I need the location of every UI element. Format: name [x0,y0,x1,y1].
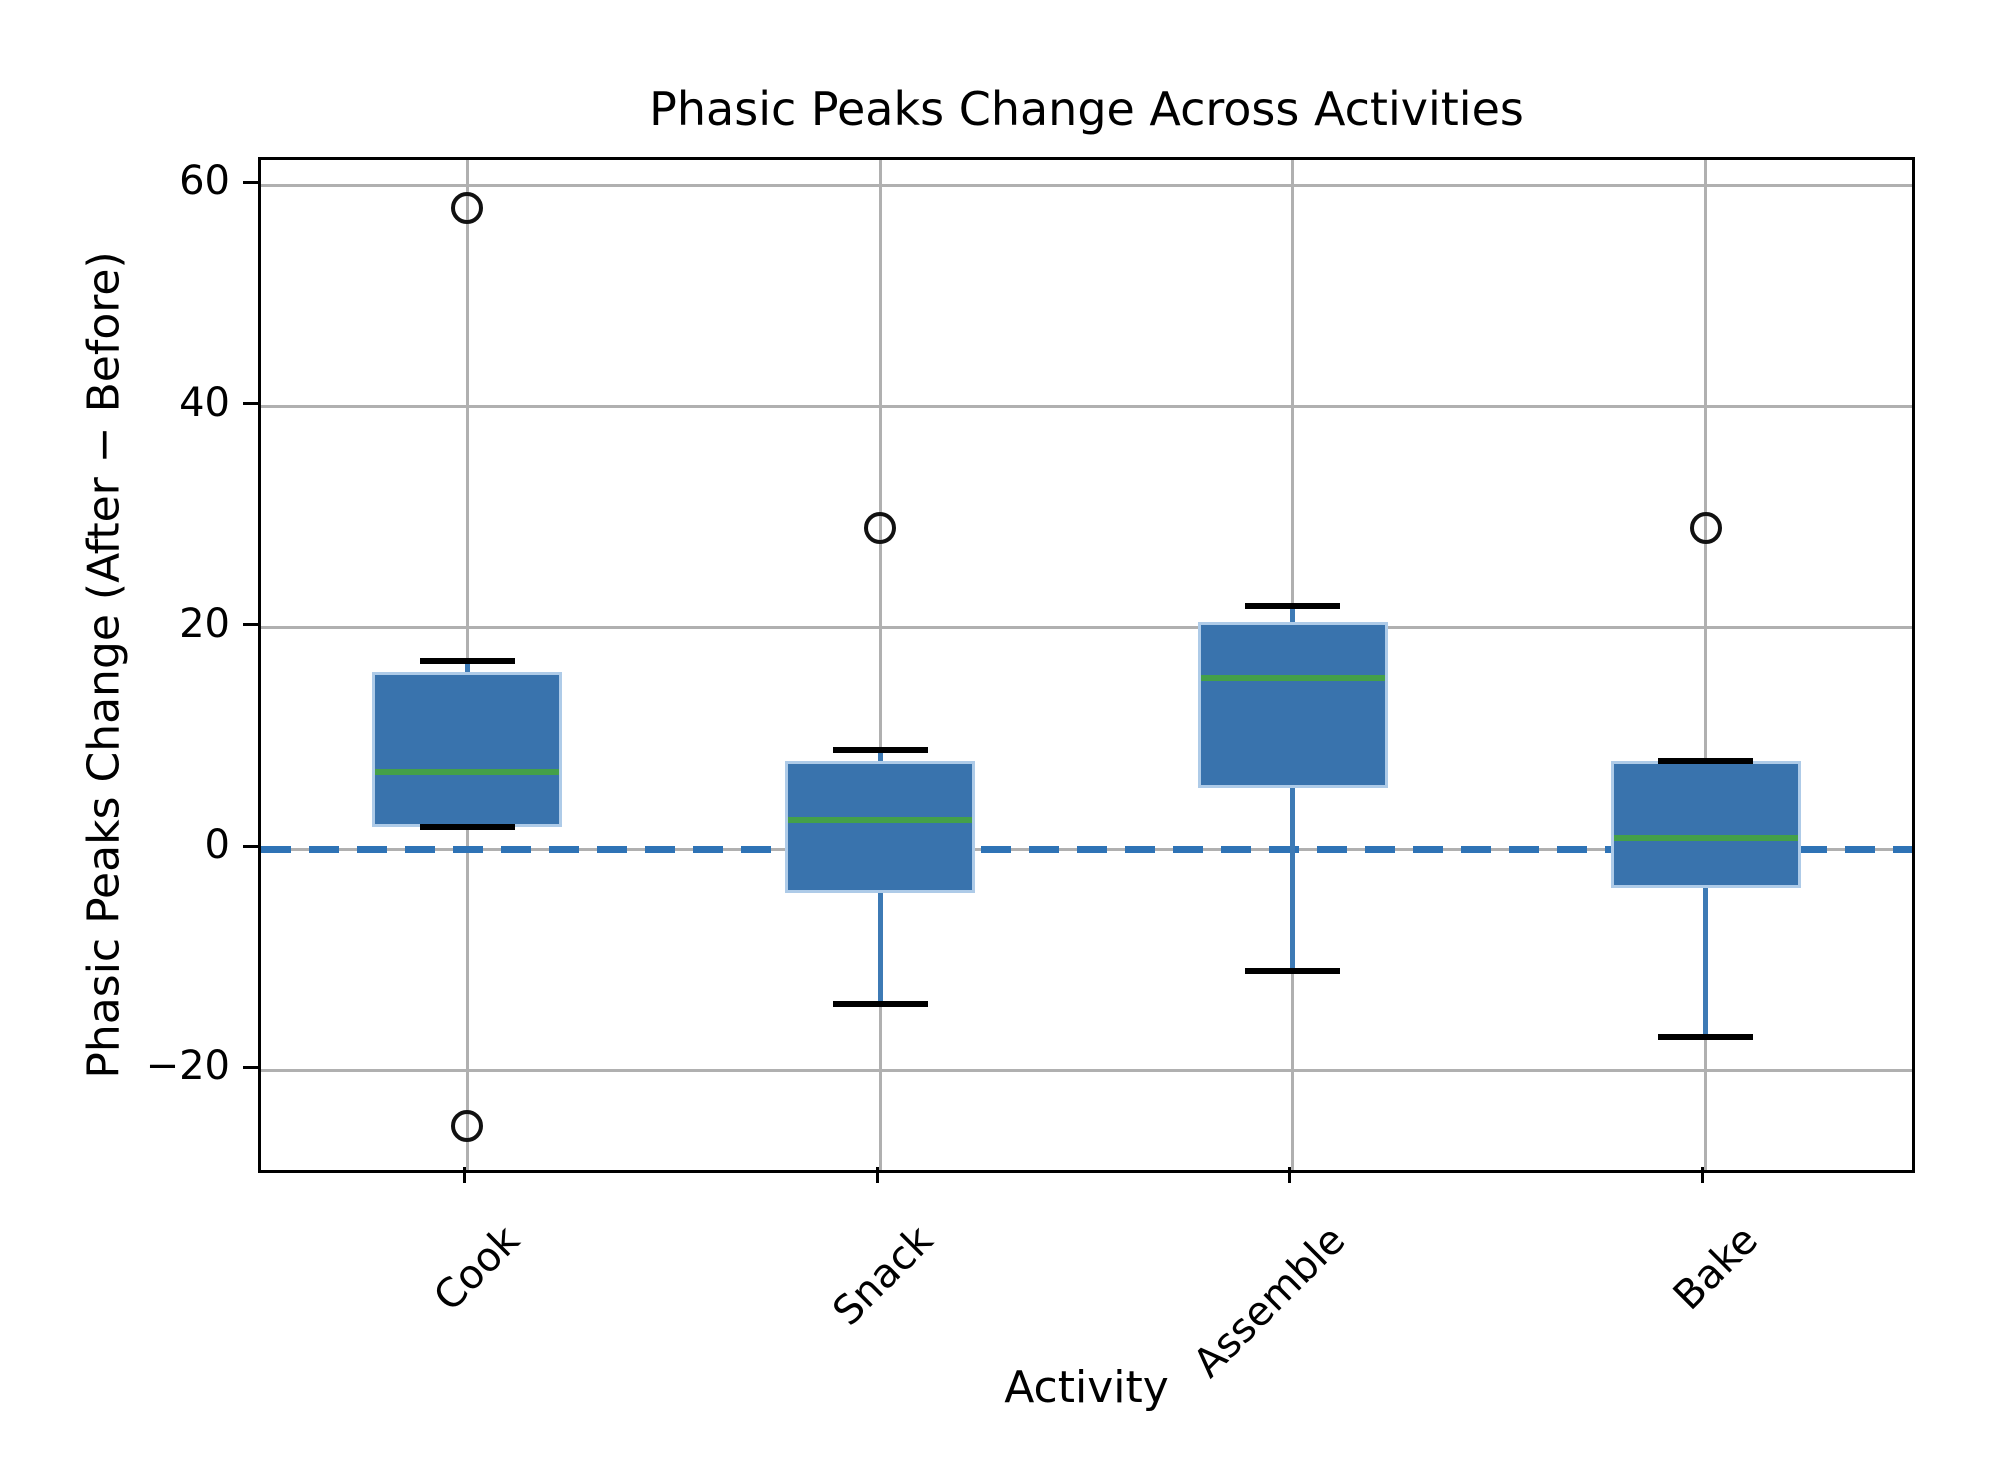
median-line [788,817,973,824]
whisker-line [464,661,470,673]
outlier-point [1689,512,1722,545]
whisker-line [1290,605,1296,623]
box-cook [372,672,563,828]
plot-area [258,157,1915,1173]
whisker-line [1290,788,1296,971]
y-tick-label: 60 [179,158,230,205]
zero-dashed-line [261,845,1912,853]
whisker-cap [832,1001,928,1008]
median-line [1200,674,1385,681]
whisker-cap [1245,602,1341,609]
v-gridline [1704,160,1708,1170]
median-line [1613,835,1798,842]
whisker-cap [1658,757,1754,764]
x-axis-label: Activity [1004,1362,1169,1413]
median-line [375,768,560,775]
h-gridline [261,1068,1912,1072]
chart-title: Phasic Peaks Change Across Activities [649,82,1524,136]
whisker-cap [1658,1034,1754,1041]
x-tick-label-bake: Bake [1665,1217,1768,1320]
whisker-line [1703,887,1709,1038]
y-tick [243,180,258,184]
x-tick [1288,1167,1292,1183]
h-gridline [261,626,1912,630]
y-tick [243,623,258,627]
x-tick-label-snack: Snack [823,1217,942,1335]
v-gridline [878,160,882,1170]
x-tick [1701,1167,1705,1183]
y-tick [243,1065,258,1069]
whisker-cap [419,658,515,665]
box-snack [785,760,976,894]
whisker-cap [419,824,515,831]
y-tick [243,844,258,848]
whisker-line [877,893,883,1005]
y-tick-label: −20 [145,1043,230,1090]
y-tick-label: 0 [204,822,230,869]
x-tick [462,1167,466,1183]
h-gridline [261,183,1912,187]
x-tick [875,1167,879,1183]
whisker-line [877,749,883,761]
box-assemble [1197,622,1388,789]
y-tick-label: 40 [179,379,230,426]
h-gridline [261,405,1912,409]
x-tick-label-cook: Cook [425,1217,529,1321]
y-tick [243,402,258,406]
whisker-cap [1245,967,1341,974]
y-tick-label: 20 [179,601,230,648]
y-axis-label: Phasic Peaks Change (After − Before) [78,251,130,1079]
outlier-point [451,191,484,224]
box-bake [1610,760,1801,888]
outlier-point [864,512,897,545]
whisker-cap [832,746,928,753]
outlier-point [451,1109,484,1142]
